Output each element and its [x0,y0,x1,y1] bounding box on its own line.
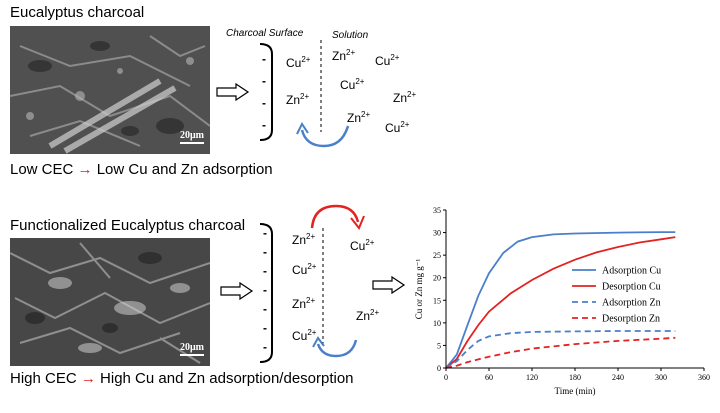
scale-bar-top-line [180,142,204,144]
legend-label: Adsorption Cu [602,266,661,277]
ion-label: Cu2+ [292,262,317,277]
minus-sign: - [263,245,267,259]
series-line-desorption-cu [445,236,676,369]
y-tick-label: 15 [433,296,441,305]
ion-label: Zn2+ [292,296,316,311]
minus-sign: - [263,321,267,335]
scale-bar-top-label: 20μm [180,130,204,141]
dotted-divider-top [320,40,322,132]
x-tick-label: 240 [612,373,624,382]
minus-sign: - [262,52,266,66]
sem-image-bottom: 20μm [10,238,210,366]
y-tick-label: 35 [433,206,441,215]
y-tick-label: 30 [433,229,441,238]
ion-label: Zn2+ [393,90,417,105]
series-line-adsorption-zn [445,330,676,369]
ion-label: Cu2+ [375,53,400,68]
minus-sign: - [263,302,267,316]
ion-label: Zn2+ [292,232,316,247]
ion-label: Zn2+ [332,48,356,63]
charcoal-surface-header: Charcoal Surface [226,28,304,39]
y-axis-label: Cu or Zn mg g⁻¹ [414,258,424,319]
legend-label: Desorption Cu [602,282,661,293]
minus-sign: - [262,118,266,132]
minus-sign: - [263,226,267,240]
scale-bar-bottom-line [180,354,204,356]
dotted-divider-bottom [322,228,324,346]
bottom-caption: High CEC → High Cu and Zn adsorption/des… [10,370,354,387]
scale-bar-bottom: 20μm [180,342,204,356]
top-caption-arrow: → [77,161,93,178]
x-tick-label: 180 [569,373,581,382]
y-tick-label: 20 [433,274,441,283]
kinetics-chart: 0 5 10 15 20 25 30 35 0 60 120 180 240 300 360 Cu or … [412,200,718,408]
legend-label: Adsorption Zn [602,298,661,309]
y-tick-label: 10 [433,319,441,328]
ion-label: Cu2+ [350,238,375,253]
series-line-desorption-zn [445,336,676,369]
bracket-bottom [259,223,273,363]
x-axis-label: Time (min) [555,386,596,396]
sem-texture-bottom [10,238,210,366]
y-tick-label: 5 [437,341,441,350]
scale-bar-bottom-label: 20μm [180,342,204,353]
hollow-arrow-bottom-right-icon [372,276,406,294]
ion-label: Cu2+ [340,77,365,92]
hollow-arrow-bottom-left-icon [220,282,254,300]
bracket-top [259,43,273,141]
minus-sign: - [263,283,267,297]
minus-sign: - [262,74,266,88]
kinetics-chart-svg: 0 5 10 15 20 25 30 35 0 60 120 180 240 300 360 Cu or … [414,206,710,396]
x-tick-label: 120 [526,373,538,382]
scale-bar-top: 20μm [180,130,204,144]
bottom-caption-arrow: → [80,370,96,387]
ion-label: Cu2+ [292,328,317,343]
series-line-adsorption-cu [445,231,676,369]
chart-legend: Adsorption Cu Desorption Cu Adsorption Zn D… [572,266,661,325]
ion-label: Zn2+ [347,110,371,125]
bottom-title: Functionalized Eucalyptus charcoal [10,217,246,234]
ion-label: Zn2+ [356,308,380,323]
top-caption-left: Low CEC [10,161,74,178]
x-tick-label: 0 [444,373,448,382]
top-caption-right: Low Cu and Zn adsorption [96,161,273,178]
legend-label: Desorption Zn [602,314,660,325]
sem-image-top: 20μm [10,26,210,154]
x-tick-label: 300 [655,373,667,382]
ion-label: Cu2+ [385,120,410,135]
curved-arrow-red-icon [310,204,365,230]
ion-label: Zn2+ [286,92,310,107]
hollow-arrow-top-icon [216,83,250,101]
ion-label: Cu2+ [286,55,311,70]
y-tick-label: 25 [433,251,441,260]
x-tick-label: 60 [485,373,493,382]
bottom-caption-right: High Cu and Zn adsorption/desorption [100,370,354,387]
bottom-caption-left: High CEC [10,370,77,387]
minus-sign: - [263,340,267,354]
x-tick-label: 360 [698,373,710,382]
minus-sign: - [262,96,266,110]
curved-arrow-blue-top-icon [296,122,350,148]
y-tick-label: 0 [437,364,441,373]
curved-arrow-blue-bottom-icon [312,336,358,358]
top-caption: Low CEC → Low Cu and Zn adsorption [10,161,273,178]
solution-header: Solution [332,30,369,41]
top-title: Eucalyptus charcoal [10,4,145,21]
minus-sign: - [263,264,267,278]
sem-texture-top [10,26,210,154]
